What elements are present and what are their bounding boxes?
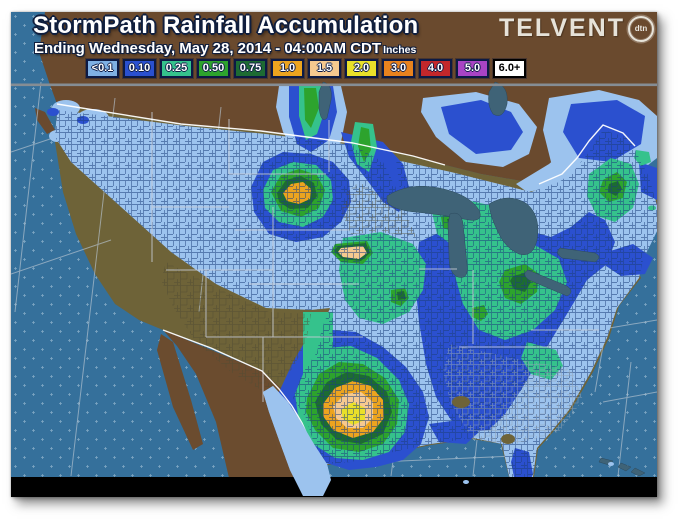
dtn-badge-text: dtn xyxy=(634,24,648,33)
telvent-brand-text: TELVENT xyxy=(498,14,625,42)
baja-peninsula xyxy=(157,334,203,450)
header-divider-line xyxy=(11,83,657,87)
vancouver-island xyxy=(35,108,55,134)
dry-patch xyxy=(501,434,515,444)
bottom-black-bar xyxy=(11,477,657,497)
map-subtitle: Ending Wednesday, May 28, 2014 - 04:00AM… xyxy=(34,40,382,57)
legend-item-6: 1.5 xyxy=(308,59,341,78)
great-lakes xyxy=(318,81,600,297)
legend-item-9: 4.0 xyxy=(419,59,452,78)
dry-patch xyxy=(452,396,470,408)
islands xyxy=(598,457,646,477)
legend-item-3: 0.50 xyxy=(197,59,230,78)
legend-item-11: 6.0+ xyxy=(493,59,526,78)
legend-item-0: <0.1 xyxy=(86,59,119,78)
legend-item-2: 0.25 xyxy=(160,59,193,78)
county-boundaries-texture xyxy=(55,110,657,496)
state-boundaries xyxy=(151,112,599,402)
map-title: StormPath Rainfall Accumulation xyxy=(33,12,419,39)
weather-map-frame: StormPath Rainfall Accumulation Ending W… xyxy=(11,12,657,497)
legend-item-7: 2.0 xyxy=(345,59,378,78)
rainfall-accumulation-map xyxy=(11,12,657,497)
legend-item-8: 3.0 xyxy=(382,59,415,78)
units-label: Inches xyxy=(383,44,417,56)
florida-keys-dot xyxy=(463,480,469,484)
legend-item-4: 0.75 xyxy=(234,59,267,78)
legend-item-1: 0.10 xyxy=(123,59,156,78)
legend-item-10: 5.0 xyxy=(456,59,489,78)
rainfall-legend: <0.1 0.10 0.25 0.50 0.75 1.0 1.5 2.0 3.0 4.0 5.0 6.… xyxy=(86,59,526,78)
legend-item-5: 1.0 xyxy=(271,59,304,78)
telvent-logo: TELVENT dtn xyxy=(499,14,654,43)
map-subtitle-row: Ending Wednesday, May 28, 2014 - 04:00AM… xyxy=(34,40,416,57)
dtn-badge-icon: dtn xyxy=(628,15,654,42)
